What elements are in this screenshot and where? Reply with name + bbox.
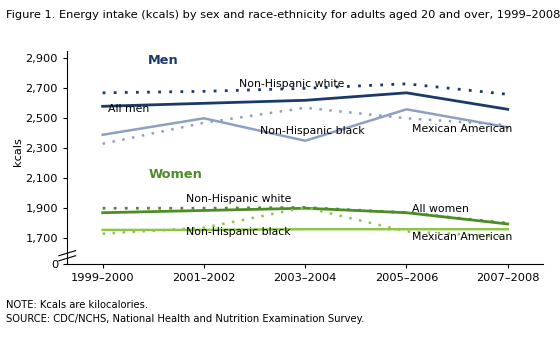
Text: Mexican American: Mexican American [412,124,512,134]
Text: Non-Hispanic black: Non-Hispanic black [260,126,364,136]
Y-axis label: kcals: kcals [13,138,23,166]
Text: Figure 1. Energy intake (kcals) by sex and race-ethnicity for adults aged 20 and: Figure 1. Energy intake (kcals) by sex a… [6,10,560,20]
Text: SOURCE: CDC/NCHS, National Health and Nutrition Examination Survey.: SOURCE: CDC/NCHS, National Health and Nu… [6,314,364,323]
Text: Mexican American: Mexican American [412,233,512,242]
Text: All men: All men [108,103,149,114]
Text: Men: Men [148,54,179,66]
Text: Non-Hispanic white: Non-Hispanic white [239,79,345,89]
Text: NOTE: Kcals are kilocalories.: NOTE: Kcals are kilocalories. [6,300,148,310]
Text: Non-Hispanic white: Non-Hispanic white [186,194,291,204]
Text: Non-Hispanic black: Non-Hispanic black [186,227,290,237]
Text: All women: All women [412,204,468,214]
Text: Women: Women [148,168,202,181]
